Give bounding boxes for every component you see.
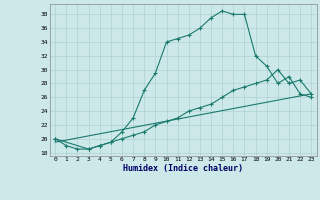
X-axis label: Humidex (Indice chaleur): Humidex (Indice chaleur) <box>123 164 243 173</box>
